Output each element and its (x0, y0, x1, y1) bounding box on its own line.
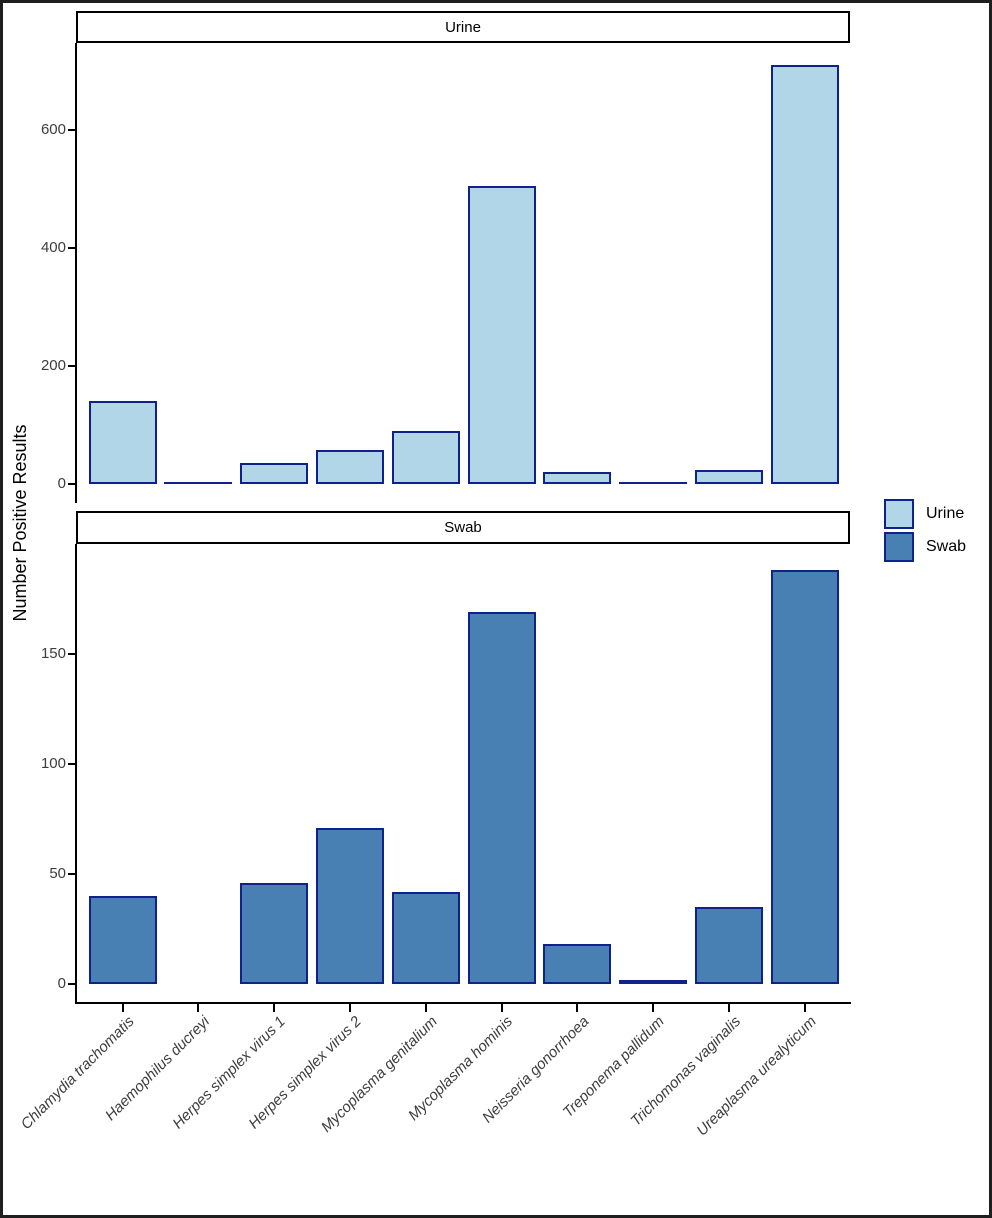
x-tick-10 (803, 1004, 806, 1012)
y-axis-title: Number Positive Results (10, 424, 30, 622)
y-tick-urine-200 (68, 365, 76, 367)
legend-item-swab: Swab (884, 532, 966, 562)
legend: Urine Swab (884, 499, 966, 565)
x-tick-9 (727, 1004, 730, 1012)
bar-urine-8 (619, 482, 688, 484)
facet-strip-label-swab: Swab (444, 519, 482, 536)
legend-label-swab: Swab (926, 538, 967, 555)
facet-strip-urine: Urine (76, 11, 850, 43)
y-tick-label-urine-200: 200 (40, 357, 66, 374)
legend-swatch-swab (884, 532, 914, 562)
bar-swab-3 (240, 882, 309, 984)
bar-swab-4 (315, 827, 384, 984)
x-tick-1 (121, 1004, 124, 1012)
y-tick-label-swab-150: 150 (40, 645, 66, 662)
bar-swab-9 (694, 907, 763, 984)
bar-urine-9 (694, 469, 763, 484)
legend-swatch-urine (884, 499, 914, 529)
y-tick-swab-100 (68, 763, 76, 765)
y-tick-label-swab-50: 50 (49, 865, 66, 882)
bar-urine-4 (315, 449, 384, 484)
bar-urine-7 (543, 471, 612, 484)
x-tick-8 (652, 1004, 655, 1012)
y-tick-urine-400 (68, 247, 76, 249)
facet-strip-swab: Swab (76, 511, 850, 544)
bar-swab-7 (543, 944, 612, 984)
bar-swab-10 (770, 570, 839, 984)
x-tick-5 (424, 1004, 427, 1012)
x-axis-line (75, 1002, 851, 1004)
x-tick-6 (500, 1004, 503, 1012)
y-tick-swab-50 (68, 873, 76, 875)
bar-urine-10 (770, 65, 839, 484)
x-tick-7 (576, 1004, 579, 1012)
bar-swab-8 (619, 979, 688, 984)
y-tick-urine-0 (68, 483, 76, 485)
x-tick-3 (273, 1004, 276, 1012)
facet-strip-label-urine: Urine (445, 18, 481, 36)
y-tick-label-urine-600: 600 (40, 121, 66, 138)
y-tick-swab-150 (68, 653, 76, 655)
bar-urine-3 (240, 463, 309, 484)
y-tick-label-swab-100: 100 (40, 755, 66, 772)
y-axis-line-urine (75, 43, 77, 503)
y-tick-urine-600 (68, 129, 76, 131)
bar-swab-1 (88, 896, 157, 984)
bar-urine-2 (164, 482, 233, 484)
legend-item-urine: Urine (884, 499, 966, 529)
bar-urine-5 (391, 430, 460, 484)
y-tick-label-swab-0: 0 (57, 975, 66, 992)
y-axis-line-swab (75, 544, 77, 1003)
x-tick-4 (348, 1004, 351, 1012)
bar-urine-1 (88, 401, 157, 484)
bar-urine-6 (467, 186, 536, 484)
x-tick-2 (197, 1004, 200, 1012)
y-tick-label-urine-400: 400 (40, 239, 66, 256)
bar-swab-6 (467, 612, 536, 984)
y-tick-label-urine-0: 0 (57, 475, 66, 492)
y-tick-swab-0 (68, 983, 76, 985)
legend-label-urine: Urine (926, 505, 965, 522)
bar-swab-5 (391, 891, 460, 984)
